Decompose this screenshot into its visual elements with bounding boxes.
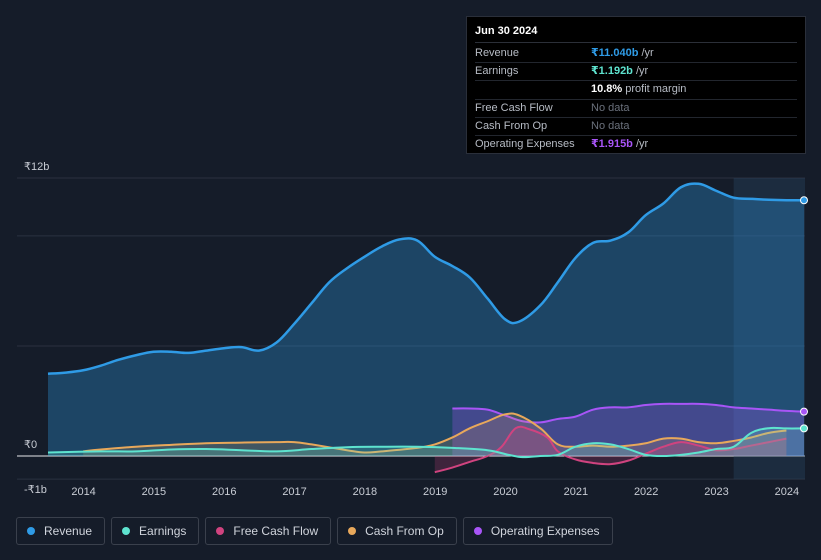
tooltip-panel: Jun 30 2024 Revenue ₹11.040b /yr Earning… [466,16,806,154]
x-tick-label: 2024 [775,486,799,498]
revenue-end-marker [800,196,808,205]
legend-dot-icon [216,527,225,535]
tooltip-row-revenue: Revenue ₹11.040b /yr [475,45,797,64]
x-tick-label: 2020 [493,486,517,498]
free-cash-flow-area [434,426,787,473]
legend-label: Operating Expenses [490,524,600,538]
x-tick-label: 2021 [564,486,588,498]
tooltip-value-revenue: ₹11.040b [591,47,639,59]
x-tick-label: 2017 [282,486,306,498]
tooltip-value-cash-from-op: No data [591,119,630,132]
y-tick-label: -₹1b [24,484,47,496]
series-layer [47,182,805,474]
legend-dot-icon [473,527,482,535]
tooltip-label: Revenue [475,47,520,59]
tooltip-row-operating-expenses: Operating Expenses ₹1.915b /yr [475,136,797,153]
legend-dot-icon [348,527,357,535]
legend-item-cash-from-op[interactable]: Cash From Op [337,517,457,545]
x-tick-label: 2014 [71,486,95,498]
tooltip-unit: /yr [632,65,649,78]
earnings-area [48,427,804,458]
y-tick-label: ₹12b [24,161,49,173]
legend-dot-icon [27,527,35,535]
cash-from-op-line [83,412,787,454]
tooltip-label: Earnings [475,65,519,78]
tooltip-label [475,81,591,98]
earnings-end-marker [800,424,808,433]
axis-labels: ₹12b ₹0 -₹1b 2014 2015 2016 2017 2018 2019 2020 20… [24,161,799,498]
legend-label: Free Cash Flow [233,524,319,538]
revenue-area [48,183,804,457]
tooltip-label: Cash From Op [475,119,548,132]
end-markers [800,196,808,433]
legend-label: Revenue [44,524,93,538]
tooltip-date: Jun 30 2024 [475,23,797,43]
tooltip-row-profit-margin: 10.8% profit margin [475,81,797,100]
x-tick-label: 2023 [704,486,728,498]
legend-label: Cash From Op [365,524,444,538]
legend-dot-icon [122,527,131,535]
tooltip-value-profit-margin: 10.8% [591,83,623,96]
cash-from-op-area [83,413,787,456]
tooltip-label: Free Cash Flow [475,101,553,114]
legend-item-revenue[interactable]: Revenue [16,517,106,545]
legend-item-operating-expenses[interactable]: Operating Expenses [462,517,613,545]
tooltip-value-operating-expenses: ₹1.915b [591,137,633,150]
tooltip-unit: /yr [638,47,654,59]
tooltip-label: Operating Expenses [475,137,575,150]
tooltip-row-free-cash-flow: Free Cash Flow No data [475,100,797,118]
tooltip-unit: profit margin [622,83,687,96]
x-tick-label: 2022 [634,486,658,498]
x-tick-label: 2019 [423,486,447,498]
x-tick-label: 2015 [142,486,166,498]
tooltip-value-free-cash-flow: No data [591,101,630,114]
revenue-line [47,182,805,376]
tooltip-row-earnings: Earnings ₹1.192b /yr [475,63,797,82]
tooltip-value-earnings: ₹1.192b [591,65,633,78]
legend-item-free-cash-flow[interactable]: Free Cash Flow [205,517,332,545]
operating-expenses-end-marker [800,407,808,416]
legend: Revenue Earnings Free Cash Flow Cash Fro… [16,517,613,545]
x-tick-label: 2016 [212,486,236,498]
legend-label: Earnings [139,524,187,538]
tooltip-unit: /yr [632,137,649,150]
legend-item-earnings[interactable]: Earnings [111,517,200,545]
y-tick-label: ₹0 [24,439,37,451]
x-tick-label: 2018 [353,486,377,498]
tooltip-row-cash-from-op: Cash From Op No data [475,118,797,136]
